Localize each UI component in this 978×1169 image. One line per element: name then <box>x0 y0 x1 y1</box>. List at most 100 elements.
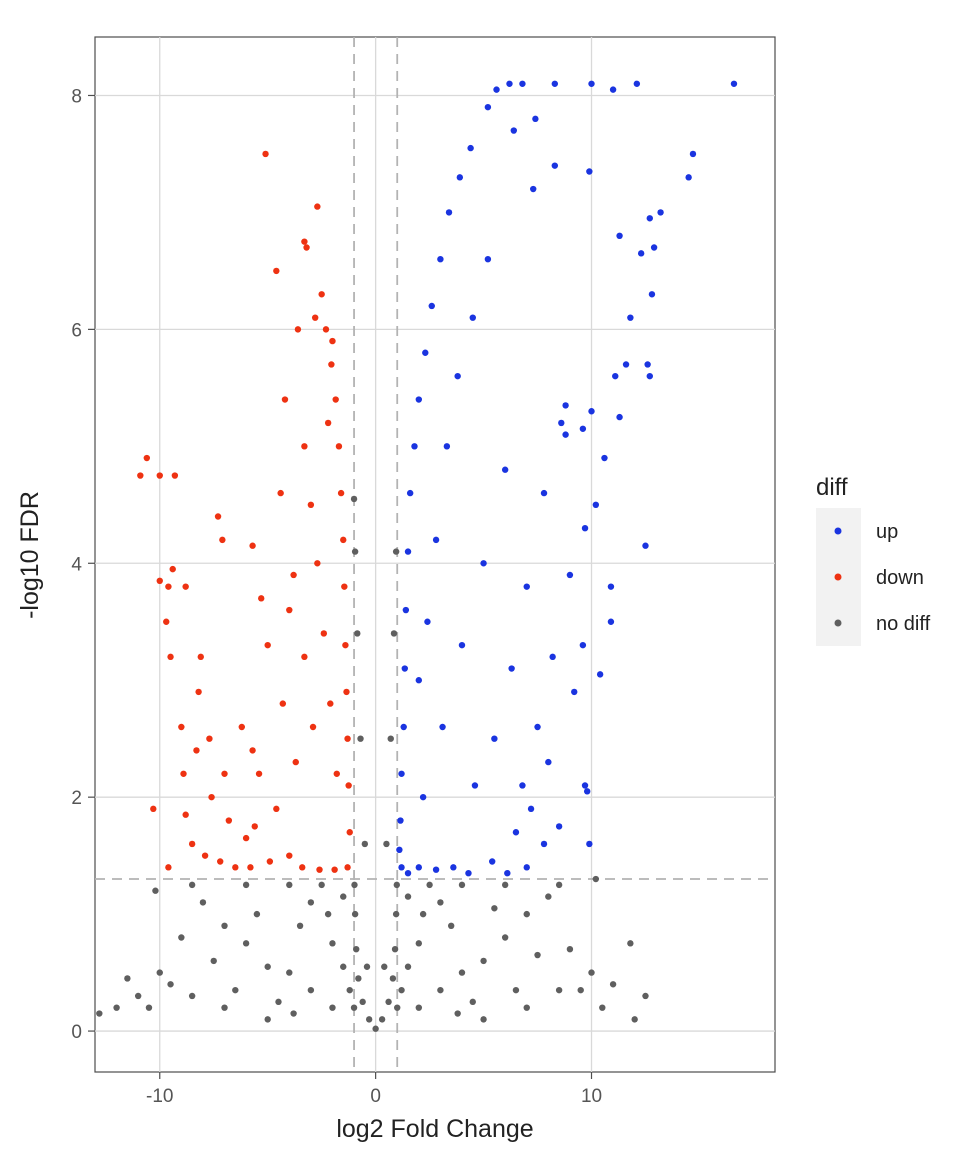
data-point-down <box>264 641 271 649</box>
data-point-no-diff <box>351 548 359 555</box>
y-axis-label: -log10 FDR <box>16 491 44 619</box>
data-point-up <box>523 864 530 871</box>
data-point-no-diff <box>232 986 239 994</box>
data-point-down <box>169 565 176 573</box>
data-point-no-diff <box>351 910 359 918</box>
data-point-down <box>251 823 258 830</box>
data-point-up <box>558 419 565 427</box>
data-point-up <box>422 349 429 356</box>
data-point-down <box>156 472 163 479</box>
data-point-up <box>404 548 412 555</box>
data-point-no-diff <box>361 840 369 848</box>
data-point-no-diff <box>275 998 282 1006</box>
data-point-up <box>555 823 563 830</box>
data-point-up <box>424 618 431 625</box>
data-point-up <box>540 489 548 497</box>
data-point-no-diff <box>324 910 332 918</box>
data-point-down <box>249 542 256 549</box>
data-point-up <box>415 677 423 684</box>
data-point-down <box>341 583 348 590</box>
data-point-no-diff <box>329 940 336 947</box>
data-point-no-diff <box>454 1010 461 1017</box>
data-point-no-diff <box>188 992 196 1000</box>
data-point-no-diff <box>156 969 163 976</box>
data-point-no-diff <box>469 998 476 1006</box>
data-point-up <box>508 665 515 672</box>
y-tick-label: 8 <box>71 86 82 107</box>
data-point-no-diff <box>199 899 207 906</box>
data-point-up <box>607 618 615 625</box>
data-point-up <box>397 817 404 824</box>
data-point-up <box>583 788 591 795</box>
data-point-down <box>318 291 325 298</box>
data-point-up <box>454 372 461 380</box>
data-point-up <box>437 256 444 263</box>
data-point-up <box>650 244 658 251</box>
data-point-no-diff <box>501 934 509 941</box>
data-point-down <box>182 811 189 818</box>
data-point-up <box>401 665 408 672</box>
data-point-no-diff <box>426 881 433 889</box>
data-point-down <box>314 560 321 567</box>
data-point-down <box>193 747 200 754</box>
data-point-no-diff <box>134 992 142 1000</box>
data-point-no-diff <box>145 1004 153 1011</box>
data-point-down <box>345 782 352 789</box>
data-point-up <box>491 735 498 742</box>
data-point-up <box>471 782 479 789</box>
data-point-down <box>301 238 308 245</box>
data-point-no-diff <box>480 957 487 965</box>
data-point-no-diff <box>290 1010 297 1017</box>
legend-swatch-no-diff <box>834 619 842 627</box>
data-point-no-diff <box>627 940 634 947</box>
data-point-no-diff <box>392 548 400 555</box>
data-point-no-diff <box>188 881 196 889</box>
data-point-down <box>219 536 226 544</box>
data-point-no-diff <box>392 910 400 918</box>
data-point-no-diff <box>264 1016 271 1023</box>
x-axis-label: log2 Fold Change <box>336 1115 533 1143</box>
data-point-down <box>150 805 157 813</box>
data-point-up <box>484 103 492 111</box>
data-point-down <box>143 454 151 462</box>
data-point-down <box>340 536 347 544</box>
data-point-no-diff <box>329 1004 336 1011</box>
legend-swatch-down <box>834 573 842 581</box>
data-point-up <box>415 864 423 871</box>
data-point-down <box>324 419 332 427</box>
data-point-no-diff <box>96 1010 103 1017</box>
data-point-up <box>428 302 435 310</box>
data-point-up <box>432 866 440 873</box>
data-point-down <box>165 864 172 871</box>
data-point-up <box>406 489 414 497</box>
data-point-up <box>566 571 574 579</box>
data-point-no-diff <box>286 881 293 889</box>
data-point-no-diff <box>296 922 304 930</box>
data-point-no-diff <box>307 986 315 994</box>
data-point-no-diff <box>419 910 427 918</box>
data-point-up <box>480 560 487 567</box>
gridlines <box>95 37 775 1072</box>
data-point-up <box>527 805 535 813</box>
x-axis-ticks: -10 0 10 <box>146 1072 602 1107</box>
data-point-down <box>262 150 269 158</box>
data-point-down <box>314 203 321 210</box>
data-point-no-diff <box>609 981 617 988</box>
data-point-up <box>530 185 537 193</box>
data-point-down <box>286 606 293 614</box>
data-points <box>96 80 738 1032</box>
data-point-up <box>402 606 410 614</box>
data-point-down <box>301 653 308 661</box>
data-point-no-diff <box>221 1004 228 1011</box>
legend-swatch-up <box>834 527 842 535</box>
legend-label-no-diff: no diff <box>876 613 931 635</box>
data-point-down <box>322 326 330 333</box>
data-point-no-diff <box>355 975 362 982</box>
y-tick-label: 6 <box>71 320 82 341</box>
data-point-up <box>657 209 664 216</box>
data-point-no-diff <box>512 986 520 994</box>
data-point-no-diff <box>363 963 371 970</box>
data-point-down <box>277 489 284 497</box>
data-point-down <box>266 858 274 865</box>
x-tick-label: -10 <box>146 1086 173 1107</box>
